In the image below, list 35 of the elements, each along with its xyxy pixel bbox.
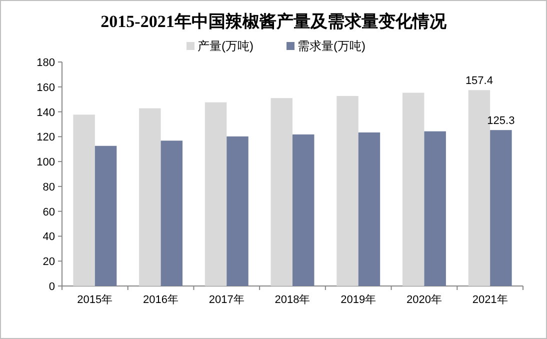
x-tick-label: 2015年: [77, 294, 113, 306]
data-label: 125.3: [487, 115, 515, 128]
x-tick-label: 2020年: [406, 294, 442, 306]
bar: [73, 114, 95, 286]
bar: [402, 92, 424, 286]
x-tick-label: 2018年: [274, 294, 310, 306]
x-tick-label: 2021年: [472, 294, 508, 306]
legend-label: 产量(万吨): [198, 39, 254, 53]
x-tick-label: 2019年: [340, 294, 376, 306]
chart-title: 2015-2021年中国辣椒酱产量及需求量变化情况: [100, 12, 448, 31]
data-label: 157.4: [465, 75, 493, 88]
y-tick-label: 160: [36, 82, 55, 94]
legend-label: 需求量(万吨): [298, 39, 366, 53]
x-tick-label: 2016年: [143, 294, 179, 306]
bar: [226, 136, 248, 286]
y-tick-label: 100: [36, 156, 55, 169]
y-tick-label: 80: [42, 181, 55, 194]
x-tick-label: 2017年: [208, 294, 244, 306]
y-tick-label: 20: [42, 256, 55, 268]
bar: [358, 132, 380, 286]
bar: [270, 98, 292, 286]
y-tick-label: 40: [42, 231, 55, 244]
bar: [160, 140, 183, 286]
y-tick-label: 180: [36, 57, 55, 69]
bar: [139, 108, 161, 286]
y-tick-label: 60: [42, 206, 55, 218]
bar: [292, 134, 314, 286]
y-tick-label: 0: [48, 281, 55, 293]
bar: [336, 96, 358, 286]
bar: [424, 131, 446, 286]
bar: [490, 130, 512, 286]
bar: [94, 146, 117, 286]
bar: [204, 102, 227, 286]
y-tick-label: 140: [36, 106, 55, 119]
y-tick-label: 120: [36, 132, 55, 144]
